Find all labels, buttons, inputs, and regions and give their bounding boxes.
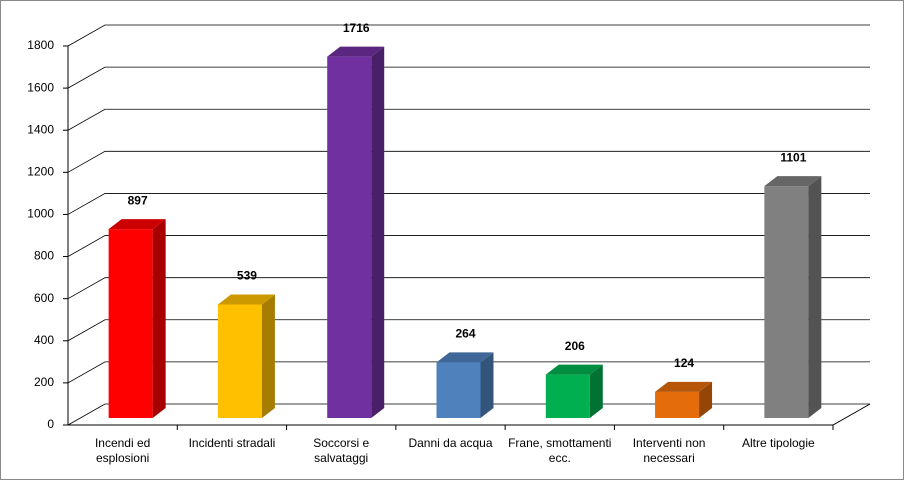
bar-side	[152, 219, 166, 418]
grid-line	[67, 24, 870, 47]
y-tick-label: 1800	[27, 38, 54, 52]
bar-front	[655, 391, 700, 418]
bar-top	[764, 176, 822, 187]
bar	[436, 352, 494, 418]
grid-line	[67, 108, 870, 131]
value-label: 897	[128, 193, 148, 207]
bar-front	[108, 229, 153, 418]
bar-front	[217, 304, 262, 418]
bar-side	[261, 294, 275, 418]
x-tick-label: Incidenti stradali	[188, 436, 276, 450]
bar	[327, 46, 385, 418]
bar-top	[108, 219, 166, 230]
grid-line	[67, 193, 870, 215]
bar-side	[808, 176, 822, 418]
y-tick-label: 1200	[27, 165, 54, 179]
bar-front	[436, 362, 481, 418]
grid-line	[67, 66, 870, 89]
grid-line	[67, 403, 870, 426]
bar-top	[327, 46, 385, 57]
bar-side	[699, 381, 713, 418]
bar-side	[480, 352, 494, 418]
x-tick-label: Danni da acqua	[408, 436, 493, 450]
bar	[655, 381, 713, 418]
grid-line	[67, 361, 870, 384]
bar	[764, 176, 822, 418]
bar-side	[589, 364, 603, 418]
y-tick-label: 800	[34, 249, 54, 263]
bar	[217, 294, 275, 418]
bar-front	[764, 186, 809, 418]
value-label: 539	[237, 269, 257, 283]
y-tick-label: 200	[34, 375, 54, 389]
x-tick-label: Soccorsi e salvataggi	[313, 436, 370, 465]
bar-top	[217, 294, 275, 305]
x-tick-label: Incendi ed esplosioni	[94, 436, 151, 465]
x-tick-label: Altre tipologie	[741, 436, 815, 450]
y-tick-label: 1400	[27, 122, 54, 136]
x-tick-label: Frane, smottamenti ecc.	[508, 436, 612, 465]
grid-line	[67, 319, 870, 342]
value-label: 206	[565, 339, 585, 353]
y-tick-label: 1000	[27, 207, 54, 221]
y-tick-label: 1600	[27, 80, 54, 94]
bar-front	[545, 374, 590, 418]
bar	[108, 219, 166, 418]
grid-line	[67, 277, 870, 300]
y-tick-label: 600	[34, 291, 54, 305]
value-label: 124	[674, 356, 694, 370]
bar-top	[436, 352, 494, 363]
y-tick-label: 400	[34, 333, 54, 347]
bar	[545, 364, 603, 418]
x-tick-label: Interventi non necessari	[632, 436, 706, 465]
bar-top	[545, 364, 603, 375]
bar-side	[371, 46, 385, 418]
bar-front	[327, 56, 372, 418]
value-label: 1716	[343, 21, 370, 35]
grid-line	[67, 150, 870, 173]
bar-top	[655, 381, 713, 392]
grid-line	[67, 235, 870, 257]
value-label: 1101	[780, 150, 806, 164]
y-tick-label: 0	[47, 417, 54, 431]
value-label: 264	[455, 327, 475, 341]
